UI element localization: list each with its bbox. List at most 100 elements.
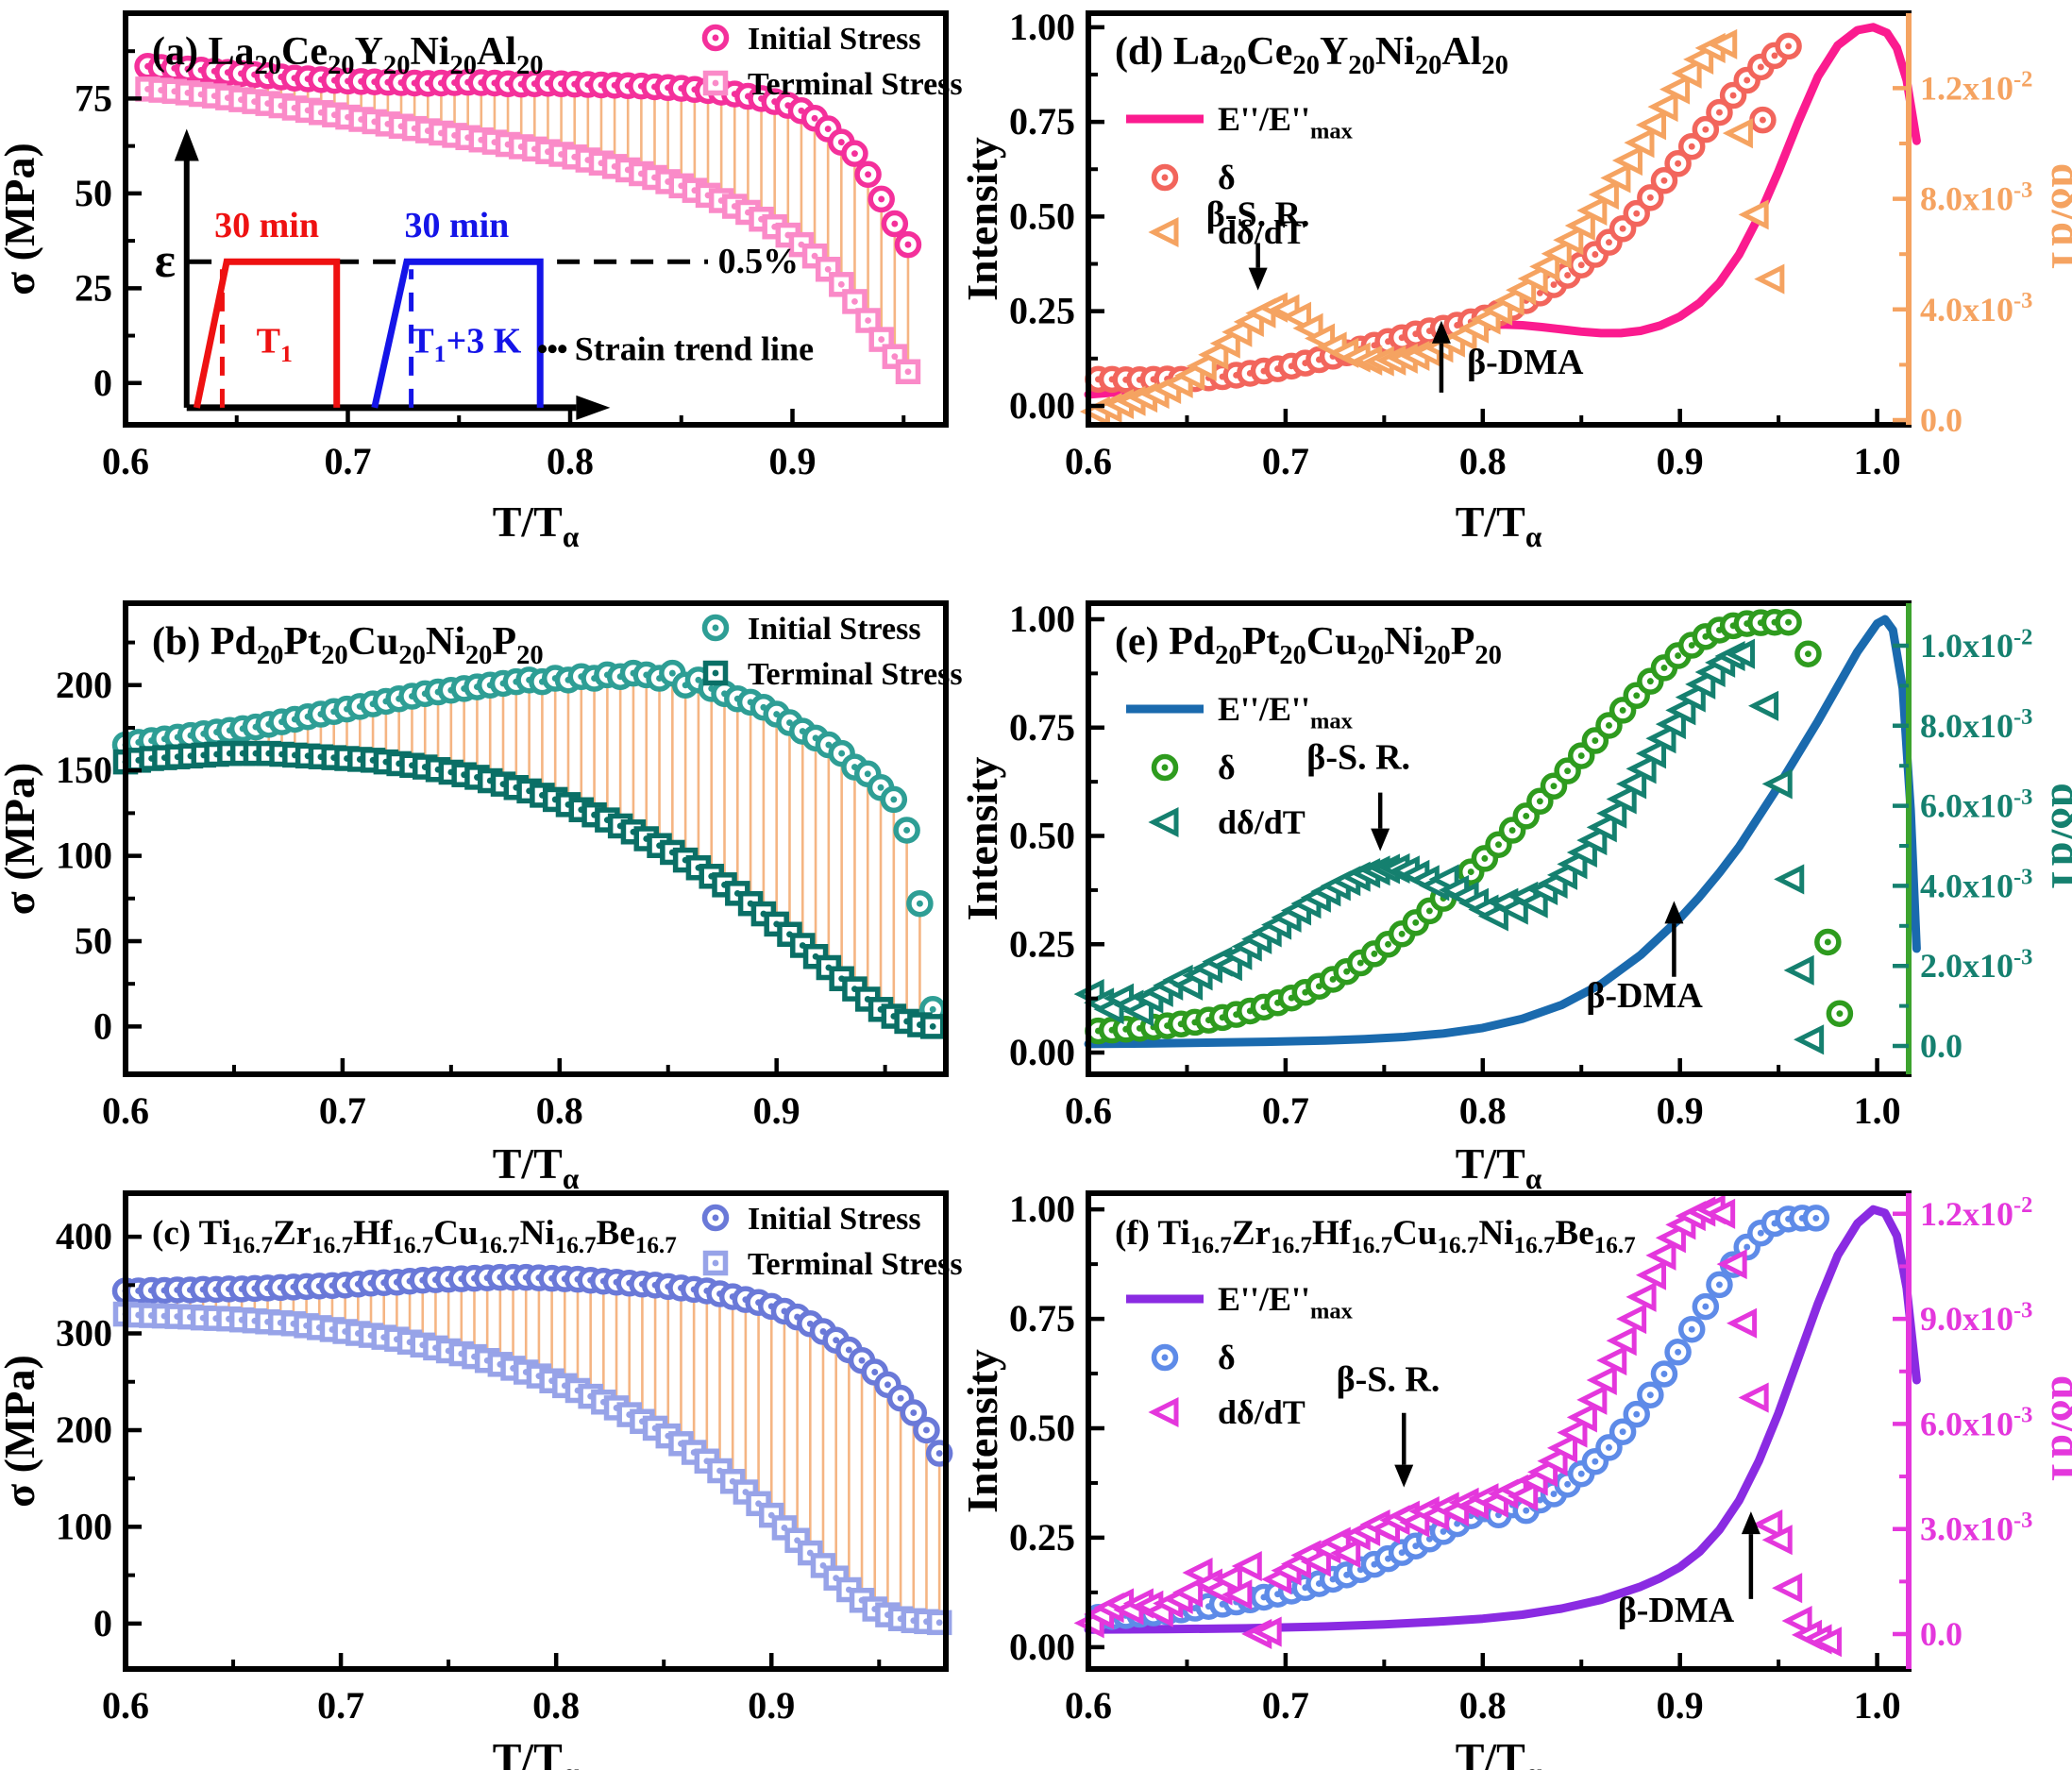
marker-triangle: [1635, 1259, 1667, 1290]
x-tick-label: 1.0: [1854, 440, 1901, 482]
marker-dot: [1646, 678, 1654, 685]
y-axis-title: σ (MPa): [0, 143, 43, 295]
marker-dot: [837, 280, 845, 288]
marker-triangle: [1330, 1538, 1361, 1569]
marker-dot: [935, 1619, 943, 1627]
series-ddt: [1079, 28, 1785, 428]
right-axis: 0.0 3.0x10-3 6.0x10-3 9.0x10-3 1.2x10-2 dδ/dT: [1893, 1192, 2072, 1669]
marker-triangle: [1606, 784, 1637, 815]
marker-dot: [1744, 1243, 1751, 1251]
marker-triangle: [1600, 162, 1631, 194]
panel-c: 0.6 0.7 0.8 0.9 T/Tα 0 100 200 300 400 σ (MPa) (c) …: [0, 1190, 963, 1770]
marker-dot: [1619, 706, 1626, 714]
marker-dot: [858, 1357, 866, 1364]
legend: E''/E''max δ dδ/dT: [1126, 1280, 1354, 1431]
marker-dot: [1412, 919, 1420, 926]
marker-dot: [877, 784, 884, 791]
x-axis-title: T/Tα: [493, 1734, 580, 1770]
right-axis: 0.0 2.0x10-3 4.0x10-3 6.0x10-3 8.0x10-3 1.0x1…: [1893, 603, 2072, 1074]
marker-dot: [1633, 1410, 1641, 1418]
y-axis: 0 100 200 300 400 σ (MPa): [0, 1215, 142, 1644]
trend-line-label: Strain trend line: [575, 330, 814, 368]
y-axis: 0 25 50 75 σ (MPa): [0, 49, 142, 404]
marker-dot: [1592, 251, 1599, 258]
marker-triangle: [1198, 339, 1229, 370]
legend-label: E''/E''max: [1218, 1280, 1354, 1324]
marker-dot: [904, 241, 912, 248]
right-tick-label: 9.0x10-3: [1920, 1297, 2032, 1338]
y-tick-label: 300: [56, 1312, 112, 1355]
marker-triangle: [1517, 263, 1548, 295]
legend-label: dδ/dT: [1218, 213, 1306, 251]
annotation-arrow: [1371, 828, 1390, 851]
marker-dot: [1716, 109, 1723, 116]
legend-label: E''/E''max: [1218, 100, 1354, 144]
marker-triangle: [1754, 263, 1785, 295]
temperature-label: T1+3 K: [410, 322, 521, 367]
marker-triangle: [1645, 723, 1676, 754]
marker-triangle: [1738, 1382, 1769, 1413]
marker-dot: [884, 1381, 891, 1389]
marker-dot: [1371, 950, 1378, 957]
panel-title: (f) Ti16.7Zr16.7Hf16.7Cu16.7Ni16.7Be16.7: [1115, 1214, 1636, 1258]
marker-triangle: [1635, 110, 1667, 141]
panel-title-text: (a) La20Ce20Y20Ni20Al20: [152, 30, 544, 80]
annotation-text: β-S. R.: [1306, 737, 1410, 777]
annotation-text: β-S. R.: [1337, 1360, 1440, 1400]
marker-dot: [845, 1346, 852, 1354]
series-ddt: [1073, 1194, 1842, 1658]
y-tick-label: 0: [93, 1602, 112, 1644]
legend-label: Initial Stress: [748, 1202, 921, 1237]
marker-dot: [1161, 1354, 1169, 1361]
marker-dot: [1606, 1443, 1612, 1451]
marker-triangle: [1738, 199, 1769, 230]
marker-dot: [712, 34, 719, 42]
marker-triangle: [1221, 1579, 1253, 1610]
marker-triangle: [1517, 887, 1548, 919]
marker-dot: [1577, 261, 1585, 269]
x-tick-label: 0.8: [532, 1684, 580, 1727]
annotation-arrow: [1664, 901, 1684, 924]
right-tick-label: 0.0: [1920, 401, 1963, 439]
x-tick-label: 0.6: [102, 1089, 149, 1132]
x-tick-label: 0.9: [753, 1089, 800, 1132]
marker-dot: [923, 1426, 930, 1434]
x-tick-label: 0.9: [748, 1684, 795, 1727]
marker-dot: [1675, 1348, 1682, 1356]
y-tick-label: 150: [56, 749, 112, 791]
y-tick-label: 0.00: [1009, 1626, 1075, 1668]
marker-triangle: [1566, 1402, 1597, 1433]
right-tick-label: 1.2x10-2: [1920, 1192, 2032, 1233]
marker-dot: [811, 114, 818, 122]
marker-triangle: [1811, 1627, 1842, 1658]
y-tick-label: 100: [56, 1505, 112, 1547]
x-axis-title: T/Tα: [1456, 1734, 1542, 1770]
legend-label: Initial Stress: [748, 612, 921, 647]
marker-triangle: [1576, 194, 1608, 227]
marker-dot: [1660, 1371, 1668, 1377]
marker-triangle: [1655, 709, 1686, 740]
marker-triangle: [1645, 1239, 1676, 1271]
marker-dot: [1729, 92, 1737, 99]
plot-frame: [123, 600, 949, 1077]
marker-triangle: [1772, 1573, 1803, 1604]
x-tick-label: 0.7: [1262, 1684, 1309, 1727]
legend-label: δ: [1218, 159, 1236, 196]
y-axis: 0.00 0.25 0.50 0.75 1.00 Intensity: [958, 1188, 1104, 1668]
x-tick-label: 0.9: [1657, 440, 1704, 482]
marker-dot: [1771, 52, 1778, 59]
y-tick-label: 200: [56, 1408, 112, 1451]
right-tick-label: 8.0x10-3: [1920, 177, 2032, 218]
annotation-text: β-DMA: [1618, 1591, 1735, 1630]
strain-percent-label: 0.5%: [718, 242, 800, 281]
marker-dot: [1812, 1214, 1820, 1222]
marker-triangle: [1557, 1417, 1588, 1448]
marker-dot: [1633, 692, 1641, 700]
annotations: β-S. R. β-DMA: [1337, 1360, 1760, 1630]
pulse-1: [371, 258, 544, 409]
legend-label: Initial Stress: [748, 22, 921, 57]
x-axis: 0.6 0.7 0.8 0.9 1.0 T/Tα: [1065, 1058, 1901, 1195]
marker-triangle: [1508, 1480, 1539, 1511]
marker-dot: [824, 126, 832, 133]
marker-dot: [897, 1394, 904, 1402]
